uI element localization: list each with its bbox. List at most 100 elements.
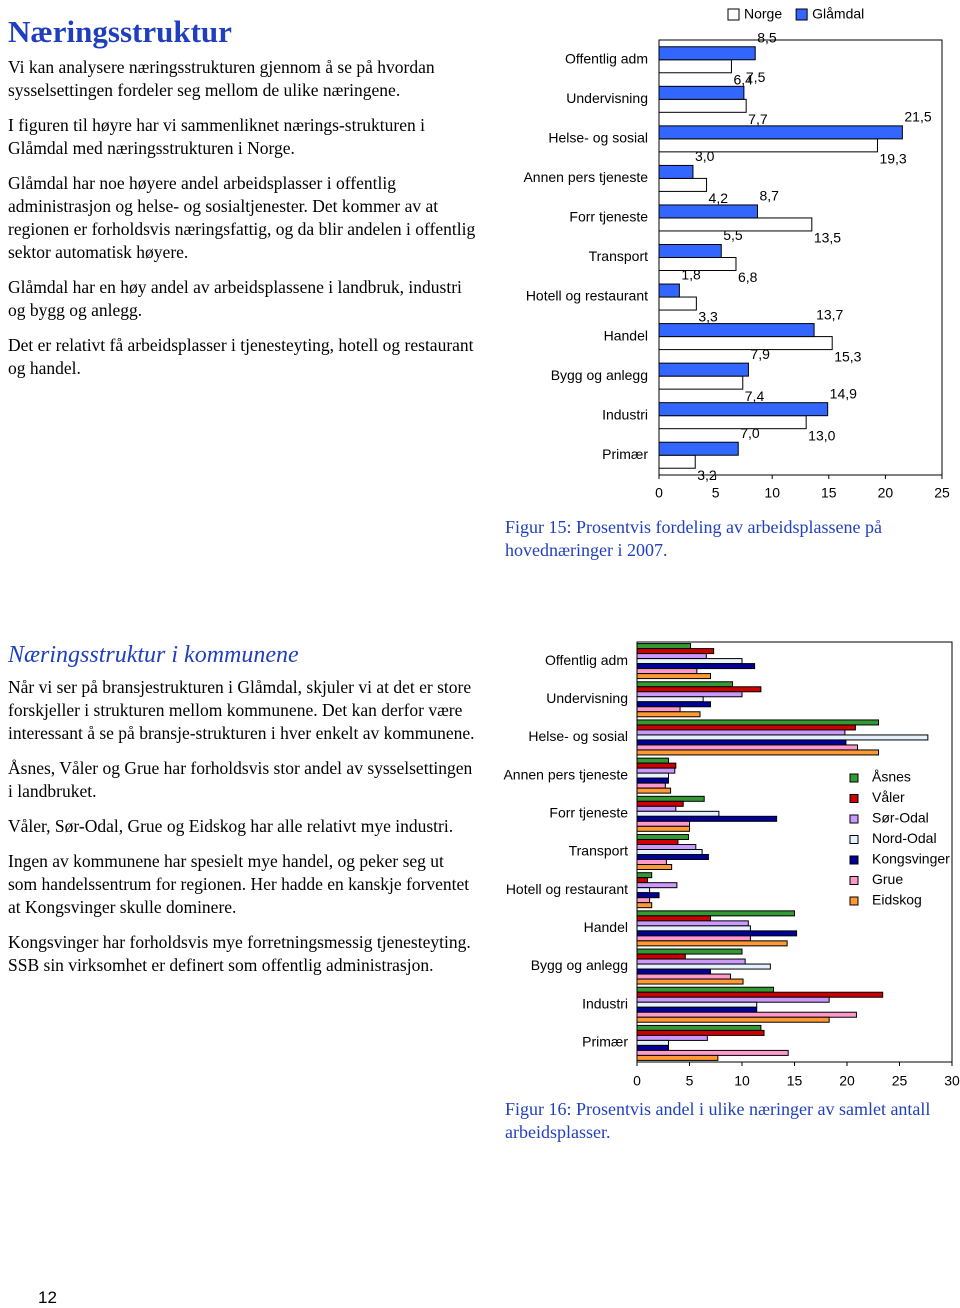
value-label: 15,3 — [834, 348, 861, 364]
x-tick-label: 10 — [764, 485, 780, 501]
bar — [636, 749, 879, 756]
category-label: Primær — [582, 1034, 628, 1050]
bar — [636, 673, 711, 680]
category-label: Undervisning — [546, 690, 628, 706]
bar — [636, 1016, 830, 1023]
bar — [636, 663, 756, 670]
bar — [636, 940, 788, 947]
bar — [658, 402, 829, 417]
value-label: 6,8 — [738, 269, 758, 285]
legend-swatch — [727, 8, 740, 21]
legend-swatch — [849, 814, 859, 824]
legend-label: Åsnes — [872, 769, 911, 785]
bar — [636, 844, 697, 850]
category-label: Annen pers tjeneste — [523, 169, 648, 185]
value-label: 7,5 — [746, 69, 766, 85]
bar — [636, 686, 762, 693]
paragraph: Kongsvinger har forholdsvis mye forretni… — [8, 932, 471, 975]
paragraph: Åsnes, Våler og Grue har forholdsvis sto… — [8, 758, 473, 801]
value-label: 7,0 — [740, 425, 760, 441]
bar — [636, 991, 884, 998]
value-label: 13,0 — [808, 427, 835, 443]
x-tick-label: 10 — [734, 1073, 750, 1089]
legend-label: Norge — [744, 6, 782, 22]
bar — [658, 164, 694, 179]
bar — [658, 98, 747, 113]
category-label: Bygg og anlegg — [551, 367, 648, 383]
bar — [636, 963, 771, 970]
x-tick-label: 30 — [944, 1073, 960, 1089]
bar — [636, 925, 751, 932]
bar — [636, 653, 707, 660]
legend-swatch — [849, 773, 859, 783]
page-number: 12 — [38, 1288, 57, 1307]
paragraph: Det er relativt få arbeidsplasser i tjen… — [8, 335, 474, 378]
bar — [636, 978, 744, 985]
bar — [636, 958, 746, 965]
bar — [658, 244, 722, 258]
bar — [658, 362, 749, 377]
bar — [636, 668, 698, 675]
paragraph: Våler, Sør-Odal, Grue og Eidskog har all… — [8, 816, 454, 836]
bar — [636, 1049, 789, 1056]
value-label: 6,4 — [733, 71, 753, 87]
legend-swatch — [849, 896, 859, 906]
bar — [636, 739, 847, 746]
bar — [658, 454, 696, 469]
x-tick-label: 25 — [892, 1073, 908, 1089]
bar — [636, 711, 701, 718]
category-label: Handel — [604, 327, 648, 343]
bar — [658, 177, 708, 192]
caption: Figur 16: Prosentvis andel i ulike nærin… — [505, 1099, 931, 1142]
section-title: Næringsstruktur i kommunene — [8, 642, 299, 668]
paragraph: Glåmdal har en høy andel av arbeidsplass… — [8, 277, 462, 320]
bar — [636, 782, 666, 789]
bar — [636, 834, 689, 840]
legend-swatch — [849, 794, 859, 803]
bar — [636, 643, 692, 650]
bar — [636, 658, 743, 665]
category-label: Undervisning — [566, 90, 648, 106]
bar — [636, 953, 686, 960]
bar — [636, 902, 653, 909]
x-tick-label: 0 — [633, 1073, 641, 1089]
category-label: Hotell og restaurant — [506, 881, 628, 897]
bar — [658, 46, 756, 61]
bar — [636, 897, 651, 904]
bar — [636, 849, 703, 855]
bar — [658, 138, 878, 153]
bar — [636, 772, 669, 779]
bar — [636, 839, 679, 845]
legend-swatch — [795, 8, 808, 21]
x-tick-label: 15 — [787, 1073, 803, 1089]
x-tick-label: 20 — [878, 485, 894, 501]
value-label: 8,5 — [757, 29, 777, 45]
bar — [636, 744, 858, 751]
bar — [636, 1044, 669, 1051]
bar — [636, 1034, 708, 1041]
bar — [636, 915, 711, 922]
bar — [636, 719, 879, 726]
category-label: Helse- og sosial — [528, 728, 628, 744]
bar — [658, 375, 744, 390]
bar — [636, 800, 684, 807]
value-label: 13,7 — [816, 306, 843, 322]
bar — [636, 892, 660, 899]
bar — [636, 910, 795, 917]
category-label: Annen pers tjeneste — [503, 766, 628, 782]
legend-swatch — [849, 855, 859, 865]
category-label: Forr tjeneste — [569, 209, 648, 225]
paragraphs: Vi kan analysere næringsstrukturen gjenn… — [8, 56, 476, 380]
bar — [636, 1001, 758, 1008]
category-label: Handel — [584, 919, 628, 935]
bar — [636, 1006, 758, 1013]
x-tick-label: 20 — [839, 1073, 855, 1089]
bar — [658, 283, 680, 298]
paragraph: I figuren til høyre har vi sammenliknet … — [8, 115, 425, 158]
category-label: Transport — [569, 843, 629, 859]
bar — [636, 734, 929, 741]
section: Næringsstruktur i kommunene Når vi ser p… — [8, 640, 476, 989]
bar — [658, 441, 739, 456]
bar — [636, 935, 751, 942]
